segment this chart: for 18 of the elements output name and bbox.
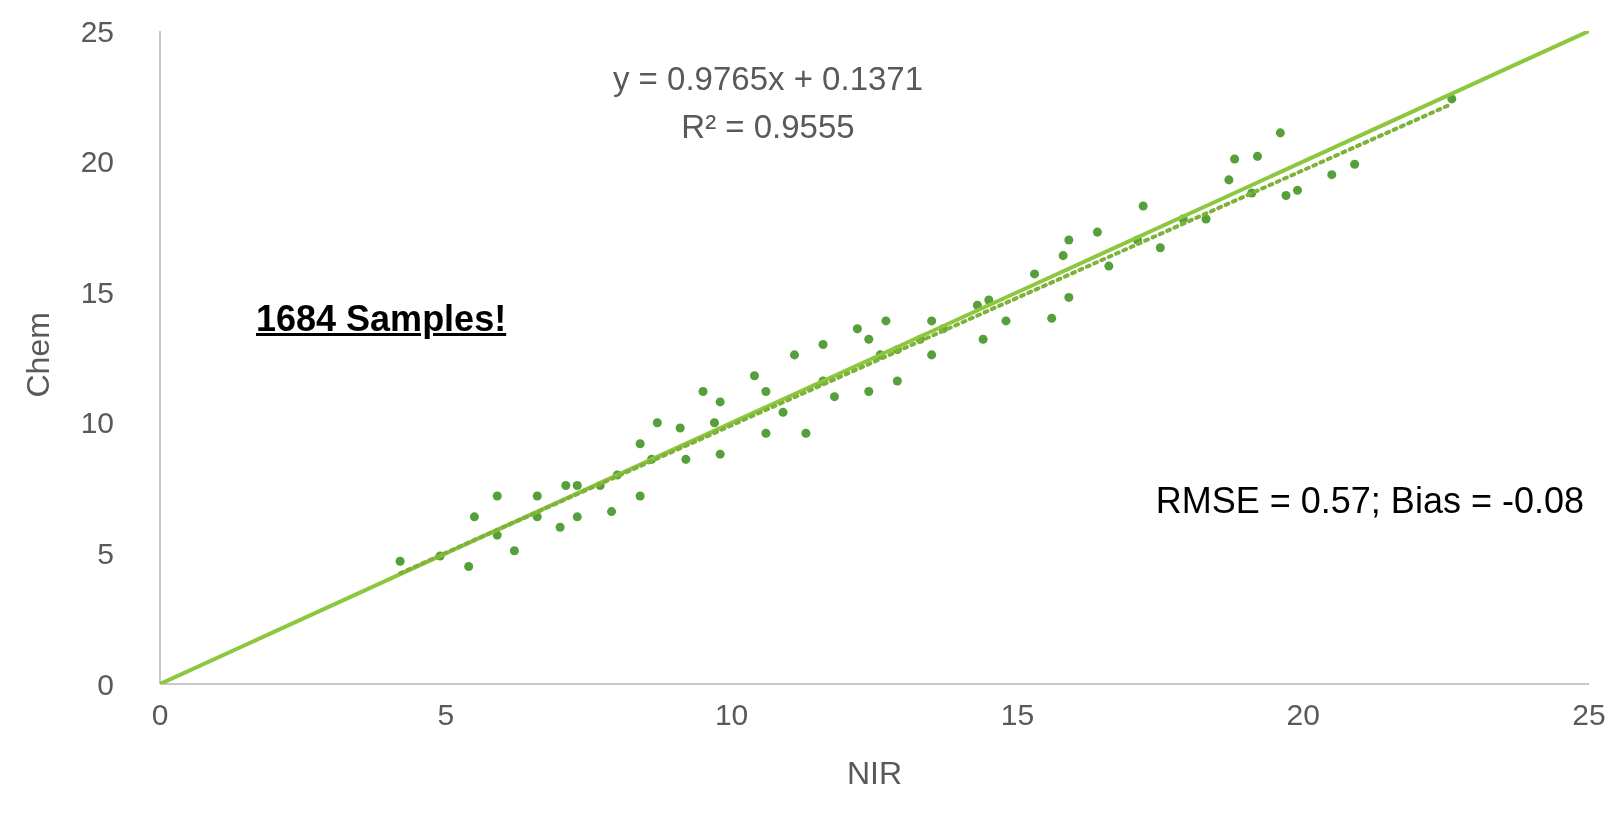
x-tick-label: 5 bbox=[437, 698, 455, 732]
y-tick-label: 20 bbox=[80, 145, 114, 179]
annotation: 1684 Samples! bbox=[256, 298, 507, 340]
y-axis-title: Chem bbox=[20, 312, 57, 398]
annotation: R² = 0.9555 bbox=[680, 108, 856, 146]
x-tick-label: 15 bbox=[1000, 698, 1035, 732]
annotation: y = 0.9765x + 0.1371 bbox=[611, 60, 925, 98]
annotation: RMSE = 0.57; Bias = -0.08 bbox=[1155, 480, 1584, 522]
y-tick-label: 15 bbox=[80, 275, 114, 309]
x-tick-label: 10 bbox=[714, 698, 749, 732]
y-tick-label: 0 bbox=[97, 667, 114, 701]
y-tick-label: 10 bbox=[80, 406, 114, 440]
x-tick-label: 0 bbox=[151, 698, 169, 732]
x-tick-label: 25 bbox=[1572, 698, 1606, 732]
x-tick-label: 20 bbox=[1286, 698, 1320, 732]
x-axis-title: NIR bbox=[846, 755, 903, 791]
y-tick-label: 5 bbox=[97, 537, 114, 571]
y-tick-label: 25 bbox=[80, 14, 114, 48]
